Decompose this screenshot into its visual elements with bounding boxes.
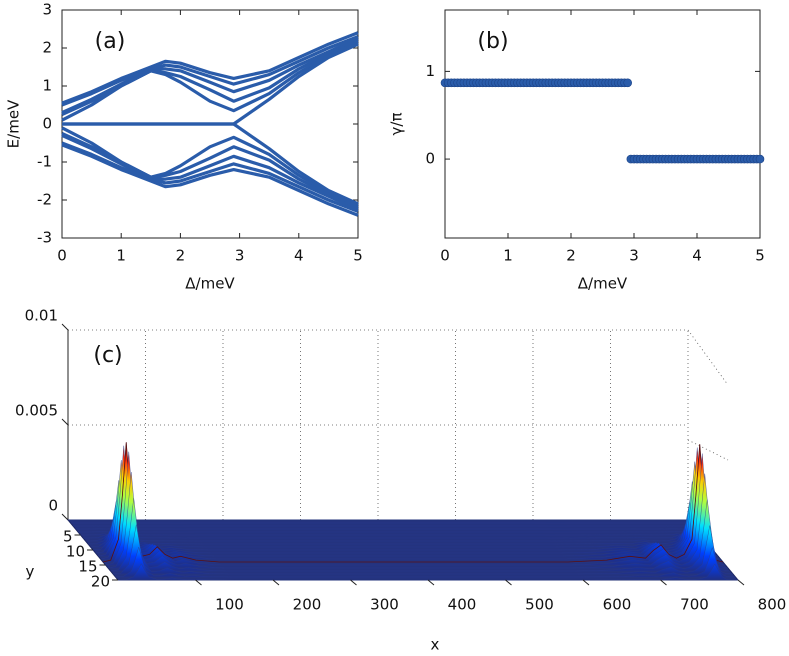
y-tick-label: -3 [37, 229, 52, 247]
z-tick-label: 0.01 [25, 307, 58, 325]
y-axis-label: γ/π [388, 113, 406, 136]
surface-row [115, 546, 736, 578]
z-tick [61, 323, 69, 331]
x-tick [737, 579, 745, 586]
y-tick-label: 0 [42, 115, 52, 133]
y-tick-label: 1 [425, 62, 435, 80]
y-tick-label: 15 [78, 558, 97, 576]
x-tick-label: 3 [235, 247, 245, 265]
x-tick-label: 1 [116, 247, 126, 265]
z-tick [61, 418, 69, 426]
x-tick-label: 4 [294, 247, 304, 265]
x-tick-label: 5 [755, 247, 765, 265]
z-tick [61, 513, 69, 521]
y-tick-label: 2 [42, 39, 52, 57]
x-tick [505, 579, 512, 586]
point [755, 154, 765, 164]
band-line [61, 35, 359, 107]
panel-label: (a) [95, 29, 126, 54]
y-tick-label: 10 [66, 543, 85, 561]
x-tick-label: 500 [525, 596, 554, 614]
x-tick-label: 1 [503, 247, 513, 265]
x-tick-label: 200 [293, 596, 322, 614]
point [623, 78, 633, 88]
panel-label: (c) [93, 343, 122, 368]
x-axis-label: x [431, 636, 440, 654]
x-tick-label: 5 [353, 247, 363, 265]
y-axis-label: E/meV [5, 99, 23, 148]
x-tick [427, 579, 435, 586]
side-edge [687, 439, 729, 461]
band-line [61, 133, 359, 211]
axes-frame [444, 9, 761, 239]
band-line [61, 143, 359, 217]
x-tick-label: 2 [566, 247, 576, 265]
x-tick-label: 3 [629, 247, 639, 265]
x-axis-label: Δ/meV [578, 275, 628, 293]
x-tick-label: 100 [215, 596, 244, 614]
side-edge [687, 329, 729, 386]
x-tick [660, 579, 667, 586]
y-tick-label: 1 [42, 77, 52, 95]
x-tick-label: 0 [57, 247, 67, 265]
y-axis-label: y [26, 563, 35, 581]
x-tick-label: 600 [603, 596, 632, 614]
band-line [62, 122, 359, 206]
y-tick-label: -2 [37, 191, 52, 209]
band-line [61, 37, 359, 115]
x-tick-label: 300 [370, 596, 399, 614]
x-tick [350, 579, 357, 586]
y-tick-label: 5 [63, 528, 73, 546]
band-line [61, 141, 359, 213]
x-tick-label: 2 [176, 247, 186, 265]
x-tick [195, 579, 202, 586]
x-tick-label: 400 [448, 596, 477, 614]
y-tick-label: 0 [425, 150, 435, 168]
y-tick-label: -1 [37, 153, 52, 171]
z-tick-label: 0 [48, 497, 58, 515]
x-tick-label: 700 [680, 596, 709, 614]
y-tick-label: 20 [91, 573, 110, 591]
band-line [61, 31, 359, 105]
surface-row [112, 524, 734, 575]
x-tick-label: 800 [758, 596, 787, 614]
x-tick-label: 0 [440, 247, 450, 265]
band-line [61, 126, 359, 208]
band-line [61, 40, 359, 122]
x-tick-label: 4 [692, 247, 702, 265]
z-tick-label: 0.005 [15, 402, 58, 420]
y-tick-label: 3 [42, 1, 52, 19]
x-axis-label: Δ/meV [185, 275, 235, 293]
panel-label: (b) [477, 29, 508, 54]
x-tick [582, 579, 590, 586]
x-tick [272, 579, 280, 586]
